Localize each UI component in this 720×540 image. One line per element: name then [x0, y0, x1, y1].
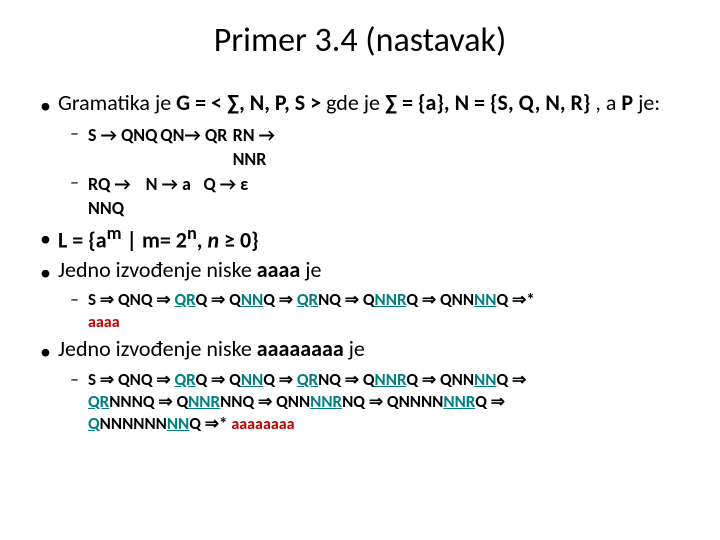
lang-close: , — [197, 226, 208, 253]
deriv4-content: S ⇒ QNQ ⇒ QRQ ⇒ QNNQ ⇒ QRNQ ⇒ QNNRQ ⇒ QN… — [88, 289, 680, 334]
rule-rn-nnr: RN → NNR — [233, 123, 305, 172]
deriv4-line: – S ⇒ QNQ ⇒ QRQ ⇒ QNNQ ⇒ QRNQ ⇒ QNNRQ ⇒ … — [40, 289, 680, 334]
slide-title: Primer 3.4 (nastavak) — [40, 20, 680, 61]
deriv4-aaaa: aaaa — [257, 256, 300, 283]
deriv4-dash: – — [70, 289, 88, 311]
rules-block: – S → QNQ QN→ QR RN → NNR — [40, 123, 680, 172]
grammar-prefix: Gramatika je — [58, 89, 176, 116]
grammar-apje: , a — [590, 89, 621, 116]
deriv4-suffix: je — [300, 256, 321, 283]
deriv4-result: aaaa — [88, 313, 120, 332]
rule-qn-qr: QN→ QR — [160, 123, 232, 147]
lang-ge: ≥ 0} — [219, 226, 259, 253]
rule-col-1: S → QNQ — [88, 123, 160, 172]
deriv4-intro: Jedno izvođenje niske aaaa je — [58, 256, 680, 284]
bullet-deriv8: • Jedno izvođenje niske aaaaaaaa je — [40, 335, 680, 367]
rule-col-2: QN→ QR — [160, 123, 232, 172]
lang-sup-m: m — [107, 222, 122, 244]
bullet-dot-4: • — [40, 335, 58, 367]
lang-prefix: L = {a — [58, 226, 107, 253]
rule-n-a: N → a — [146, 172, 204, 196]
rule-col-3b: Q → ε — [203, 172, 261, 221]
bullet-dot-3: • — [40, 256, 58, 288]
lang-sup-n: n — [187, 222, 197, 244]
rule-col-2b: N → a — [146, 172, 204, 221]
rules-columns-2: RQ → NNQ N → a Q → ε — [88, 172, 261, 221]
lang-mid: | m= 2 — [122, 226, 187, 253]
lang-n: n — [207, 226, 219, 253]
bullet-language: • L = {am | m= 2n, n ≥ 0} — [40, 222, 680, 254]
grammar-nset: N = {S, Q, N, R} — [455, 89, 591, 116]
bullet-dot: • — [40, 89, 58, 121]
deriv8-content: S ⇒ QNQ ⇒ QRQ ⇒ QNNQ ⇒ QRNQ ⇒ QNNRQ ⇒ QN… — [88, 369, 680, 436]
bullet-deriv4: • Jedno izvođenje niske aaaa je — [40, 256, 680, 288]
deriv8-suffix: je — [344, 335, 365, 362]
rule-s-qnq: S → QNQ — [88, 123, 160, 147]
rules-columns: S → QNQ QN→ QR RN → NNR — [88, 123, 305, 172]
deriv4-prefix: Jedno izvođenje niske — [58, 256, 257, 283]
grammar-p: P — [621, 89, 633, 116]
grammar-gde: gde je — [326, 89, 385, 116]
deriv8-line: – S ⇒ QNQ ⇒ QRQ ⇒ QNNQ ⇒ QRNQ ⇒ QNNRQ ⇒ … — [40, 369, 680, 436]
rule-col-3: RN → NNR — [233, 123, 305, 172]
language-text: L = {am | m= 2n, n ≥ 0} — [58, 222, 680, 254]
grammar-gdef: G = < ∑, N, P, S > — [176, 89, 326, 116]
rule-rq-nnq: RQ → NNQ — [88, 172, 146, 221]
deriv8-aaaa: aaaaaaaa — [257, 335, 344, 362]
grammar-je: je: — [633, 89, 660, 116]
rules-dash-2: – — [70, 172, 88, 194]
rule-col-1b: RQ → NNQ — [88, 172, 146, 221]
deriv8-result: aaaaaaaa — [231, 415, 294, 434]
grammar-sigma: ∑ = {a}, — [385, 89, 455, 116]
grammar-text: Gramatika je G = < ∑, N, P, S > gde je ∑… — [58, 89, 680, 117]
bullet-dot-2: • — [40, 222, 58, 254]
rules-dash: – — [70, 123, 88, 145]
deriv8-dash: – — [70, 369, 88, 391]
rules-block-2: – RQ → NNQ N → a Q → ε — [40, 172, 680, 221]
bullet-grammar: • Gramatika je G = < ∑, N, P, S > gde je… — [40, 89, 680, 121]
rule-q-eps: Q → ε — [203, 172, 261, 196]
deriv8-intro: Jedno izvođenje niske aaaaaaaa je — [58, 335, 680, 363]
deriv8-prefix: Jedno izvođenje niske — [58, 335, 257, 362]
